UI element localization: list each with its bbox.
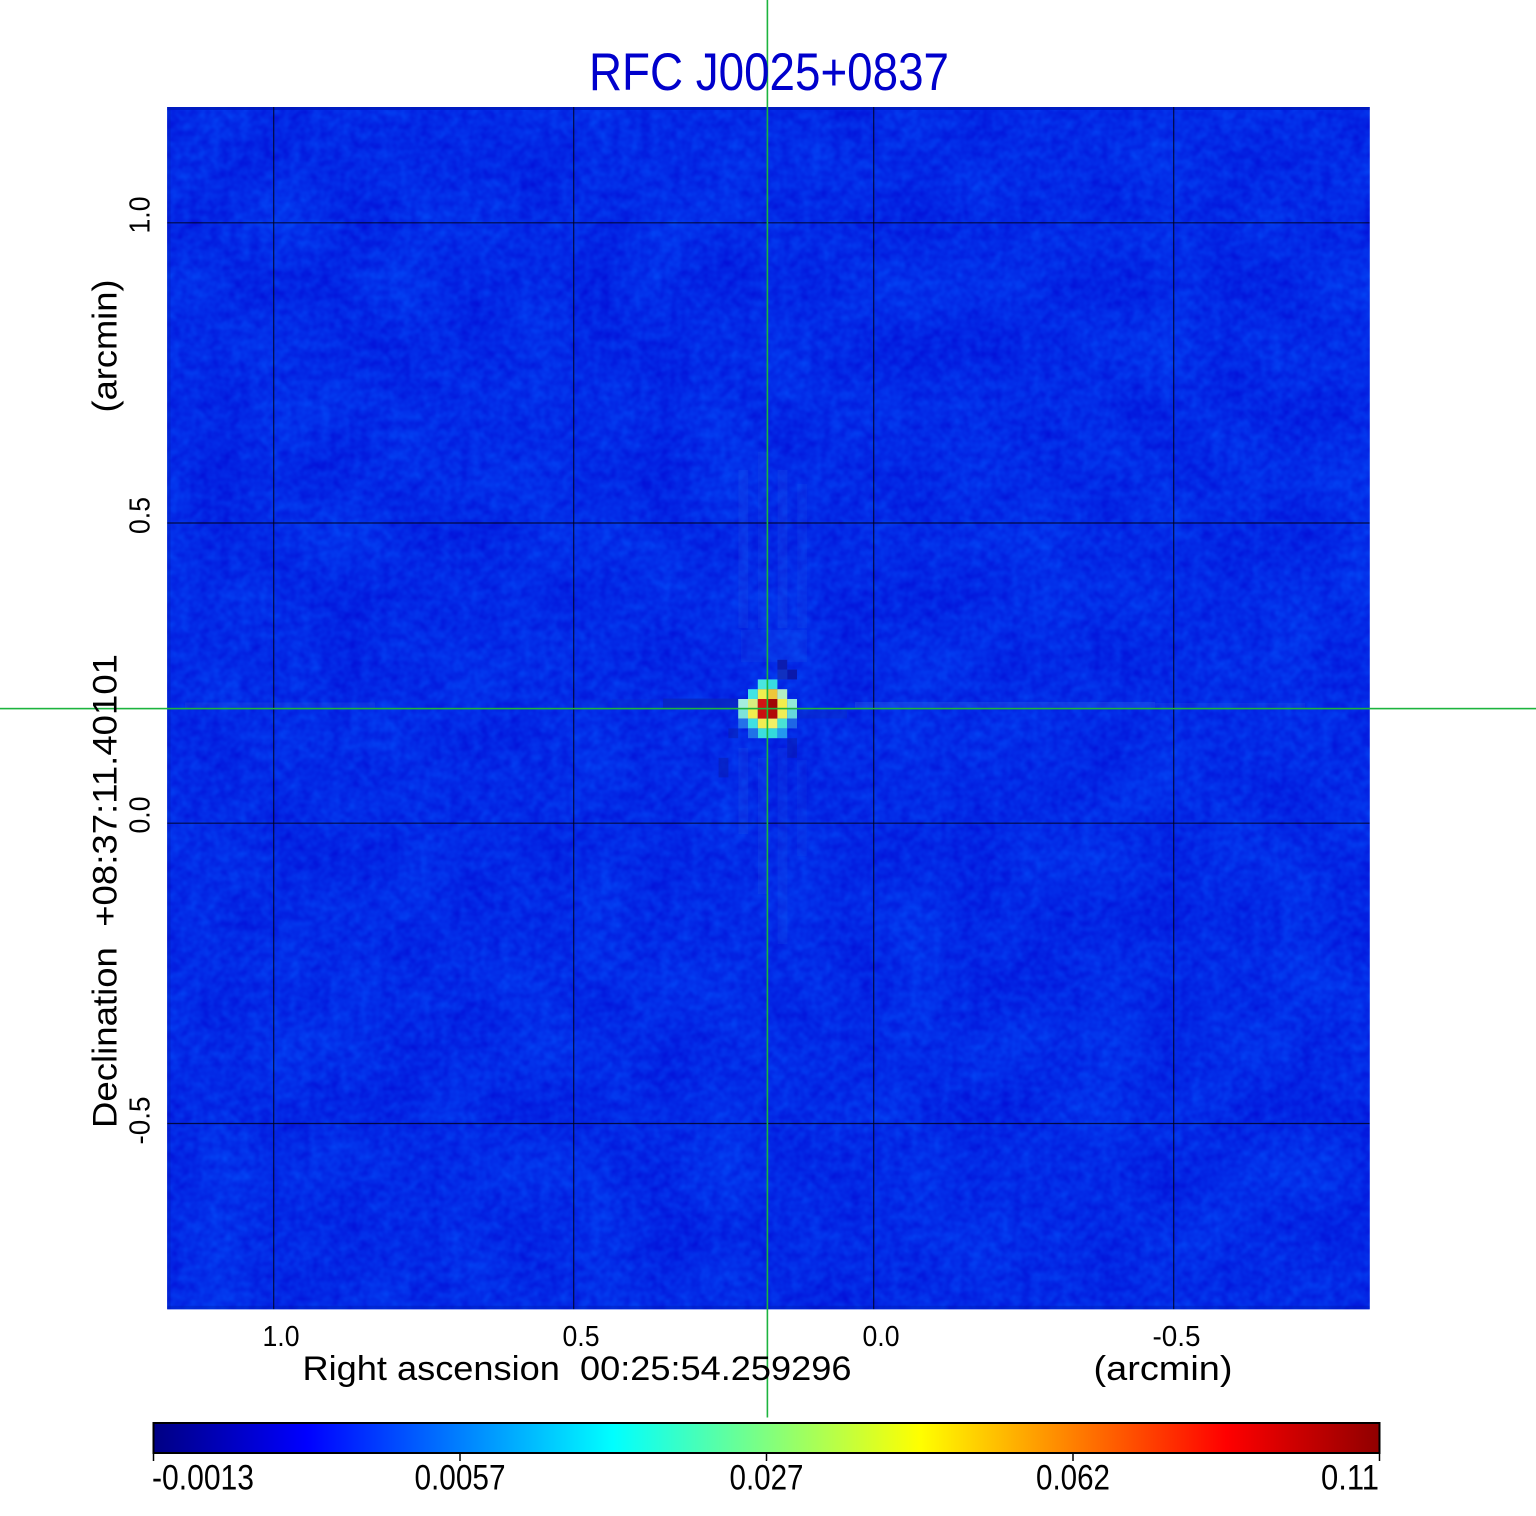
svg-text:0.5: 0.5 — [125, 497, 157, 534]
svg-text:0.0057: 0.0057 — [415, 1459, 506, 1498]
svg-text:0.11: 0.11 — [1321, 1459, 1379, 1498]
svg-text:(arcmin): (arcmin) — [1094, 1350, 1233, 1388]
svg-text:1.0: 1.0 — [125, 197, 157, 234]
svg-text:Declination +08:37:11.40101: Declination +08:37:11.40101 — [87, 654, 125, 1128]
svg-text:RFC J0025+0837: RFC J0025+0837 — [589, 43, 949, 102]
svg-text:-0.5: -0.5 — [1153, 1321, 1201, 1353]
svg-text:0.027: 0.027 — [730, 1459, 804, 1498]
svg-text:-0.0013: -0.0013 — [152, 1459, 254, 1498]
svg-text:0.0: 0.0 — [125, 797, 157, 834]
svg-text:-0.5: -0.5 — [125, 1097, 157, 1145]
svg-text:0.0: 0.0 — [863, 1321, 900, 1353]
svg-text:0.5: 0.5 — [563, 1321, 600, 1353]
svg-text:0.062: 0.062 — [1036, 1459, 1110, 1498]
svg-text:(arcmin): (arcmin) — [87, 280, 125, 413]
svg-text:1.0: 1.0 — [263, 1321, 300, 1353]
svg-text:Right ascension 00:25:54.2592: Right ascension 00:25:54.259296 — [303, 1350, 852, 1388]
